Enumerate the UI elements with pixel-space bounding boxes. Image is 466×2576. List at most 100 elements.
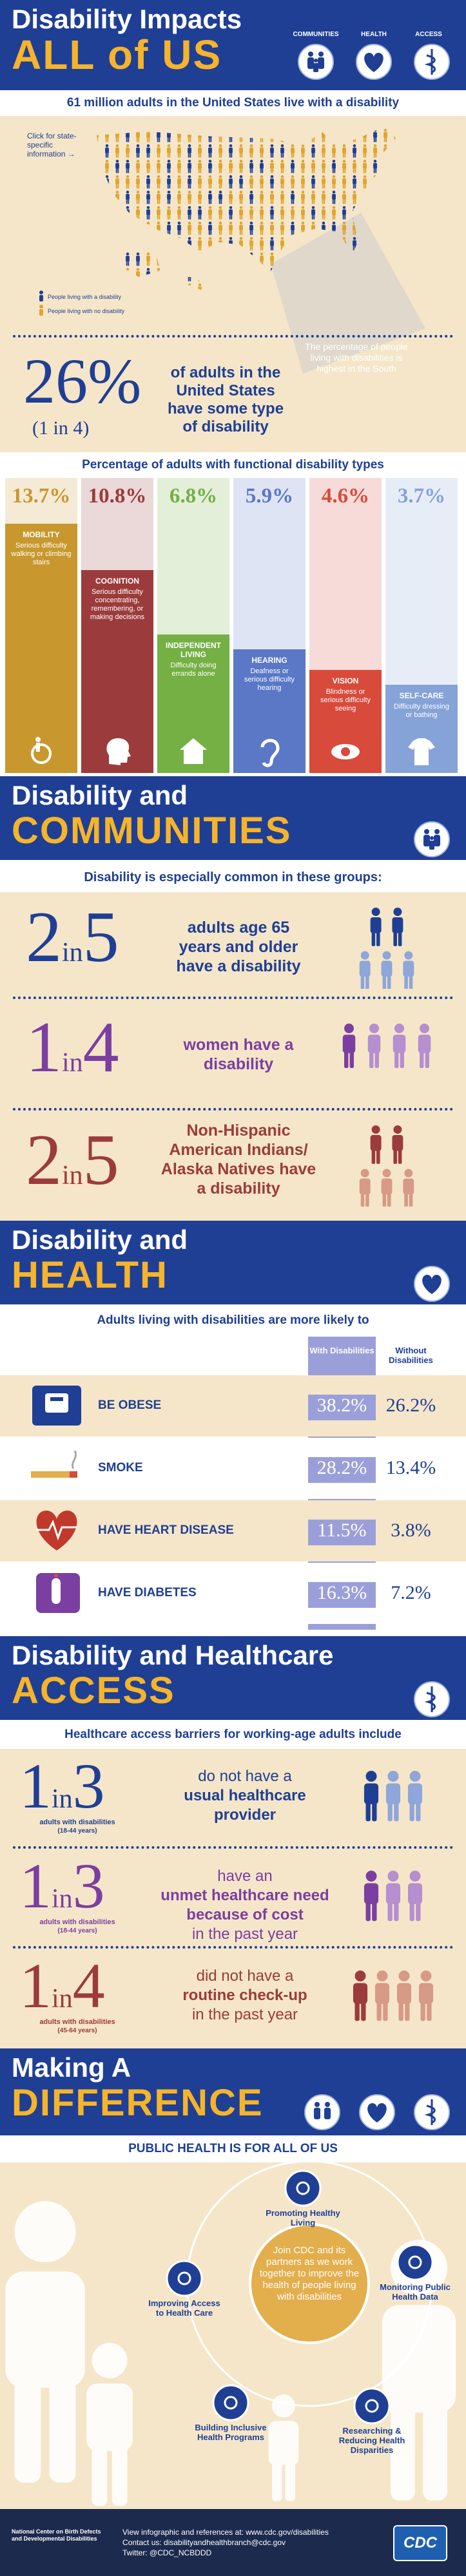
type-bar: COGNITION Serious difficulty concentratin… [81,570,153,773]
body [381,960,393,977]
body [177,225,181,231]
leg [220,137,222,142]
leg [409,1192,413,1207]
leg [157,260,159,266]
type-value: 5.9% [245,484,294,508]
body [373,225,377,231]
leg [311,137,313,142]
leg [229,229,231,235]
without-value: 26.2% [385,1395,436,1416]
person-icon [229,268,233,281]
ratio-number: 1 [19,1950,52,2021]
head [394,253,396,256]
head [260,222,264,225]
leg [146,260,148,266]
shape [313,63,318,72]
icon-label: HEALTH [361,31,387,38]
type-description: Blindness or serious difficulty seeing [320,688,371,712]
leg [280,214,282,220]
shape [31,743,52,764]
leg [126,183,128,189]
body [188,178,191,184]
leg [159,276,160,281]
health-label: HAVE DIABETES [98,1586,197,1599]
head [105,206,109,209]
ratio-number: 2 [26,897,62,977]
leg [282,214,284,220]
leg [262,152,264,158]
person-icon [208,160,212,173]
head [146,191,150,194]
person-icon [177,144,181,158]
person-icon [239,237,243,251]
head [249,268,253,271]
shape [39,291,43,294]
body [260,148,264,153]
body [311,148,315,153]
leg [159,183,160,189]
head [373,160,377,163]
person-icon [394,175,396,189]
head [208,129,212,132]
people-icons [359,1125,414,1207]
body [115,148,119,153]
body [188,256,191,262]
leg [270,183,272,189]
leg [169,167,171,173]
leg [251,214,253,220]
body [126,178,130,184]
person-icon [353,160,356,173]
shape [72,1450,77,1469]
body [382,2305,456,2413]
body [270,256,274,262]
ratio-number: 4 [72,1950,105,2021]
person-icon [342,160,346,173]
body [146,163,150,169]
body [229,194,233,200]
body [198,163,202,169]
body [167,178,171,184]
person-icon [177,253,181,266]
head [167,222,171,225]
leg [241,167,243,173]
body [229,287,233,290]
person-icon [167,144,171,158]
head [115,191,119,194]
head [92,2343,128,2378]
head [115,144,119,148]
person-icon [260,144,264,158]
body [115,132,119,138]
body [291,163,295,169]
person-icon [126,175,130,189]
person-icon [392,908,403,946]
header-icon [414,821,450,857]
leg [280,152,282,158]
shape [430,836,434,840]
health-label: BE OBESE [98,1398,162,1412]
leg [189,214,191,220]
leg [97,260,99,266]
head [167,237,171,240]
person-icon [188,268,191,281]
leg [208,245,210,251]
head [97,222,99,225]
leg [169,260,171,266]
leg [420,2001,425,2021]
head [218,237,222,240]
body [97,271,99,277]
map-link[interactable]: Click for state-specific information → [27,131,77,158]
body [418,1035,431,1053]
node-label: Promoting Healthy Living [266,2208,340,2228]
leg [301,229,303,235]
shape [424,829,429,834]
leg [404,975,408,989]
head [105,253,109,256]
leg [159,167,160,173]
head [373,206,377,209]
leg [363,137,365,142]
head [280,191,284,194]
leg [128,260,130,266]
body [157,287,160,290]
shape [424,49,436,75]
